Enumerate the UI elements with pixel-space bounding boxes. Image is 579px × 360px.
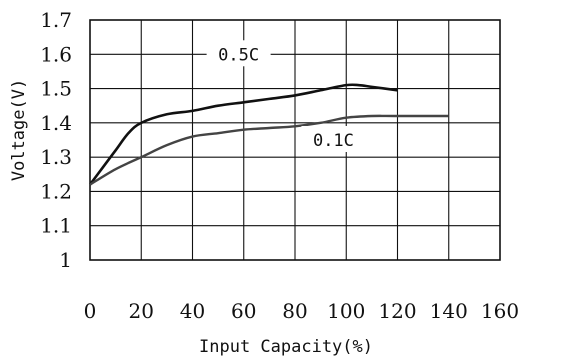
series-labels: 0.5C 0.1C [206, 40, 366, 152]
x-tick-label: 80 [282, 299, 307, 323]
y-tick-label: 1.5 [40, 77, 72, 101]
x-tick-label: 40 [180, 299, 205, 323]
y-tick-label: 1.2 [40, 179, 72, 203]
y-tick-label: 1 [59, 248, 72, 272]
x-tick-label: 120 [378, 299, 416, 323]
y-tick-label: 1.4 [40, 111, 72, 135]
y-tick-label: 1.6 [40, 42, 72, 66]
series-line-0-1C [89, 114, 449, 186]
plot-frame [89, 19, 501, 261]
x-tick-label: 0 [84, 299, 97, 323]
y-tick-labels: 1 1.1 1.2 1.3 1.4 1.5 1.6 1.7 [40, 8, 72, 272]
series-label-background [301, 126, 366, 152]
grid-lines [90, 20, 500, 260]
series-lines [88, 83, 449, 186]
x-tick-label: 140 [430, 299, 468, 323]
x-tick-label: 160 [481, 299, 519, 323]
y-tick-label: 1.1 [40, 214, 72, 238]
y-axis-label: Voltage(V) [9, 79, 29, 181]
series-line-0-5C [88, 83, 398, 186]
x-tick-label: 60 [231, 299, 256, 323]
series-label-background [206, 40, 271, 67]
series-label-0-5C: 0.5C [218, 45, 259, 65]
y-tick-label: 1.7 [40, 8, 72, 32]
x-tick-label: 20 [129, 299, 154, 323]
x-tick-labels: 0 20 40 60 80 100 120 140 160 [84, 299, 519, 323]
x-axis-label: Input Capacity(%) [199, 337, 373, 357]
y-tick-label: 1.3 [40, 145, 72, 169]
series-label-0-1C: 0.1C [313, 131, 354, 151]
x-tick-label: 100 [327, 299, 365, 323]
